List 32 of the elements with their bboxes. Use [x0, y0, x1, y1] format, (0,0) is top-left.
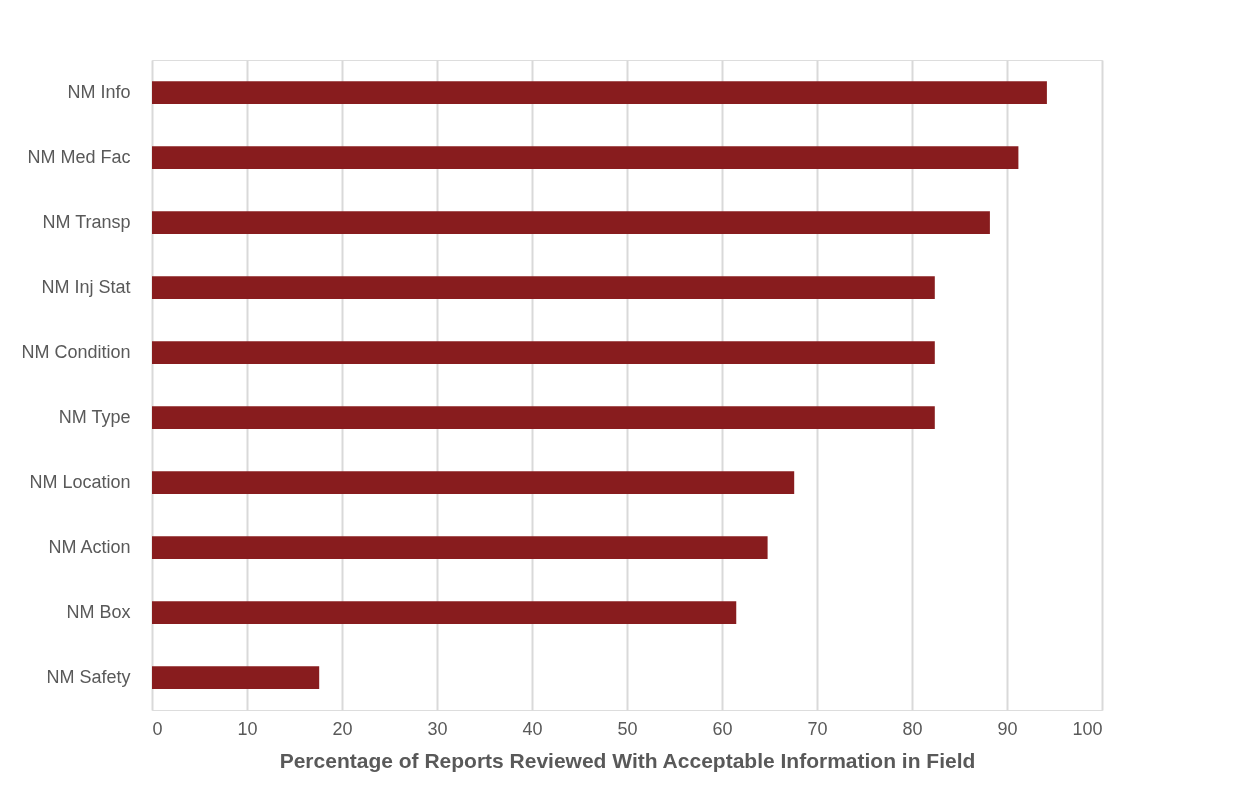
bar: [152, 406, 935, 429]
y-tick-label: NM Action: [48, 536, 131, 557]
y-tick-label: NM Safety: [46, 666, 131, 687]
x-tick-label: 20: [332, 718, 353, 739]
y-tick-label: NM Type: [58, 406, 131, 427]
bar: [152, 471, 795, 494]
x-tick-label: 30: [427, 718, 448, 739]
x-tick-label: 70: [807, 718, 828, 739]
bar: [152, 601, 737, 624]
y-tick-label: NM Info: [67, 81, 131, 102]
bar: [152, 81, 1047, 104]
y-tick-label: NM Location: [29, 471, 131, 492]
y-tick-label: NM Inj Stat: [41, 276, 131, 297]
bar: [152, 666, 320, 689]
x-tick-label: 50: [617, 718, 638, 739]
x-tick-label: 100: [1072, 718, 1103, 739]
bar: [152, 276, 935, 299]
x-axis-title: Percentage of Reports Reviewed With Acceptable Information in Field: [279, 748, 976, 772]
y-tick-label: NM Condition: [21, 341, 131, 362]
x-tick-label: 60: [712, 718, 733, 739]
bar: [152, 211, 990, 234]
y-tick-label: NM Med Fac: [27, 146, 131, 167]
y-tick-label: NM Box: [66, 601, 131, 622]
bar: [152, 146, 1019, 169]
x-tick-label: 10: [237, 718, 258, 739]
bar: [152, 341, 935, 364]
bar: [152, 536, 768, 559]
x-tick-label: 80: [902, 718, 923, 739]
x-tick-label: 40: [522, 718, 543, 739]
x-tick-label: 90: [997, 718, 1018, 739]
y-tick-label: NM Transp: [42, 211, 131, 232]
x-tick-label: 0: [152, 718, 163, 739]
